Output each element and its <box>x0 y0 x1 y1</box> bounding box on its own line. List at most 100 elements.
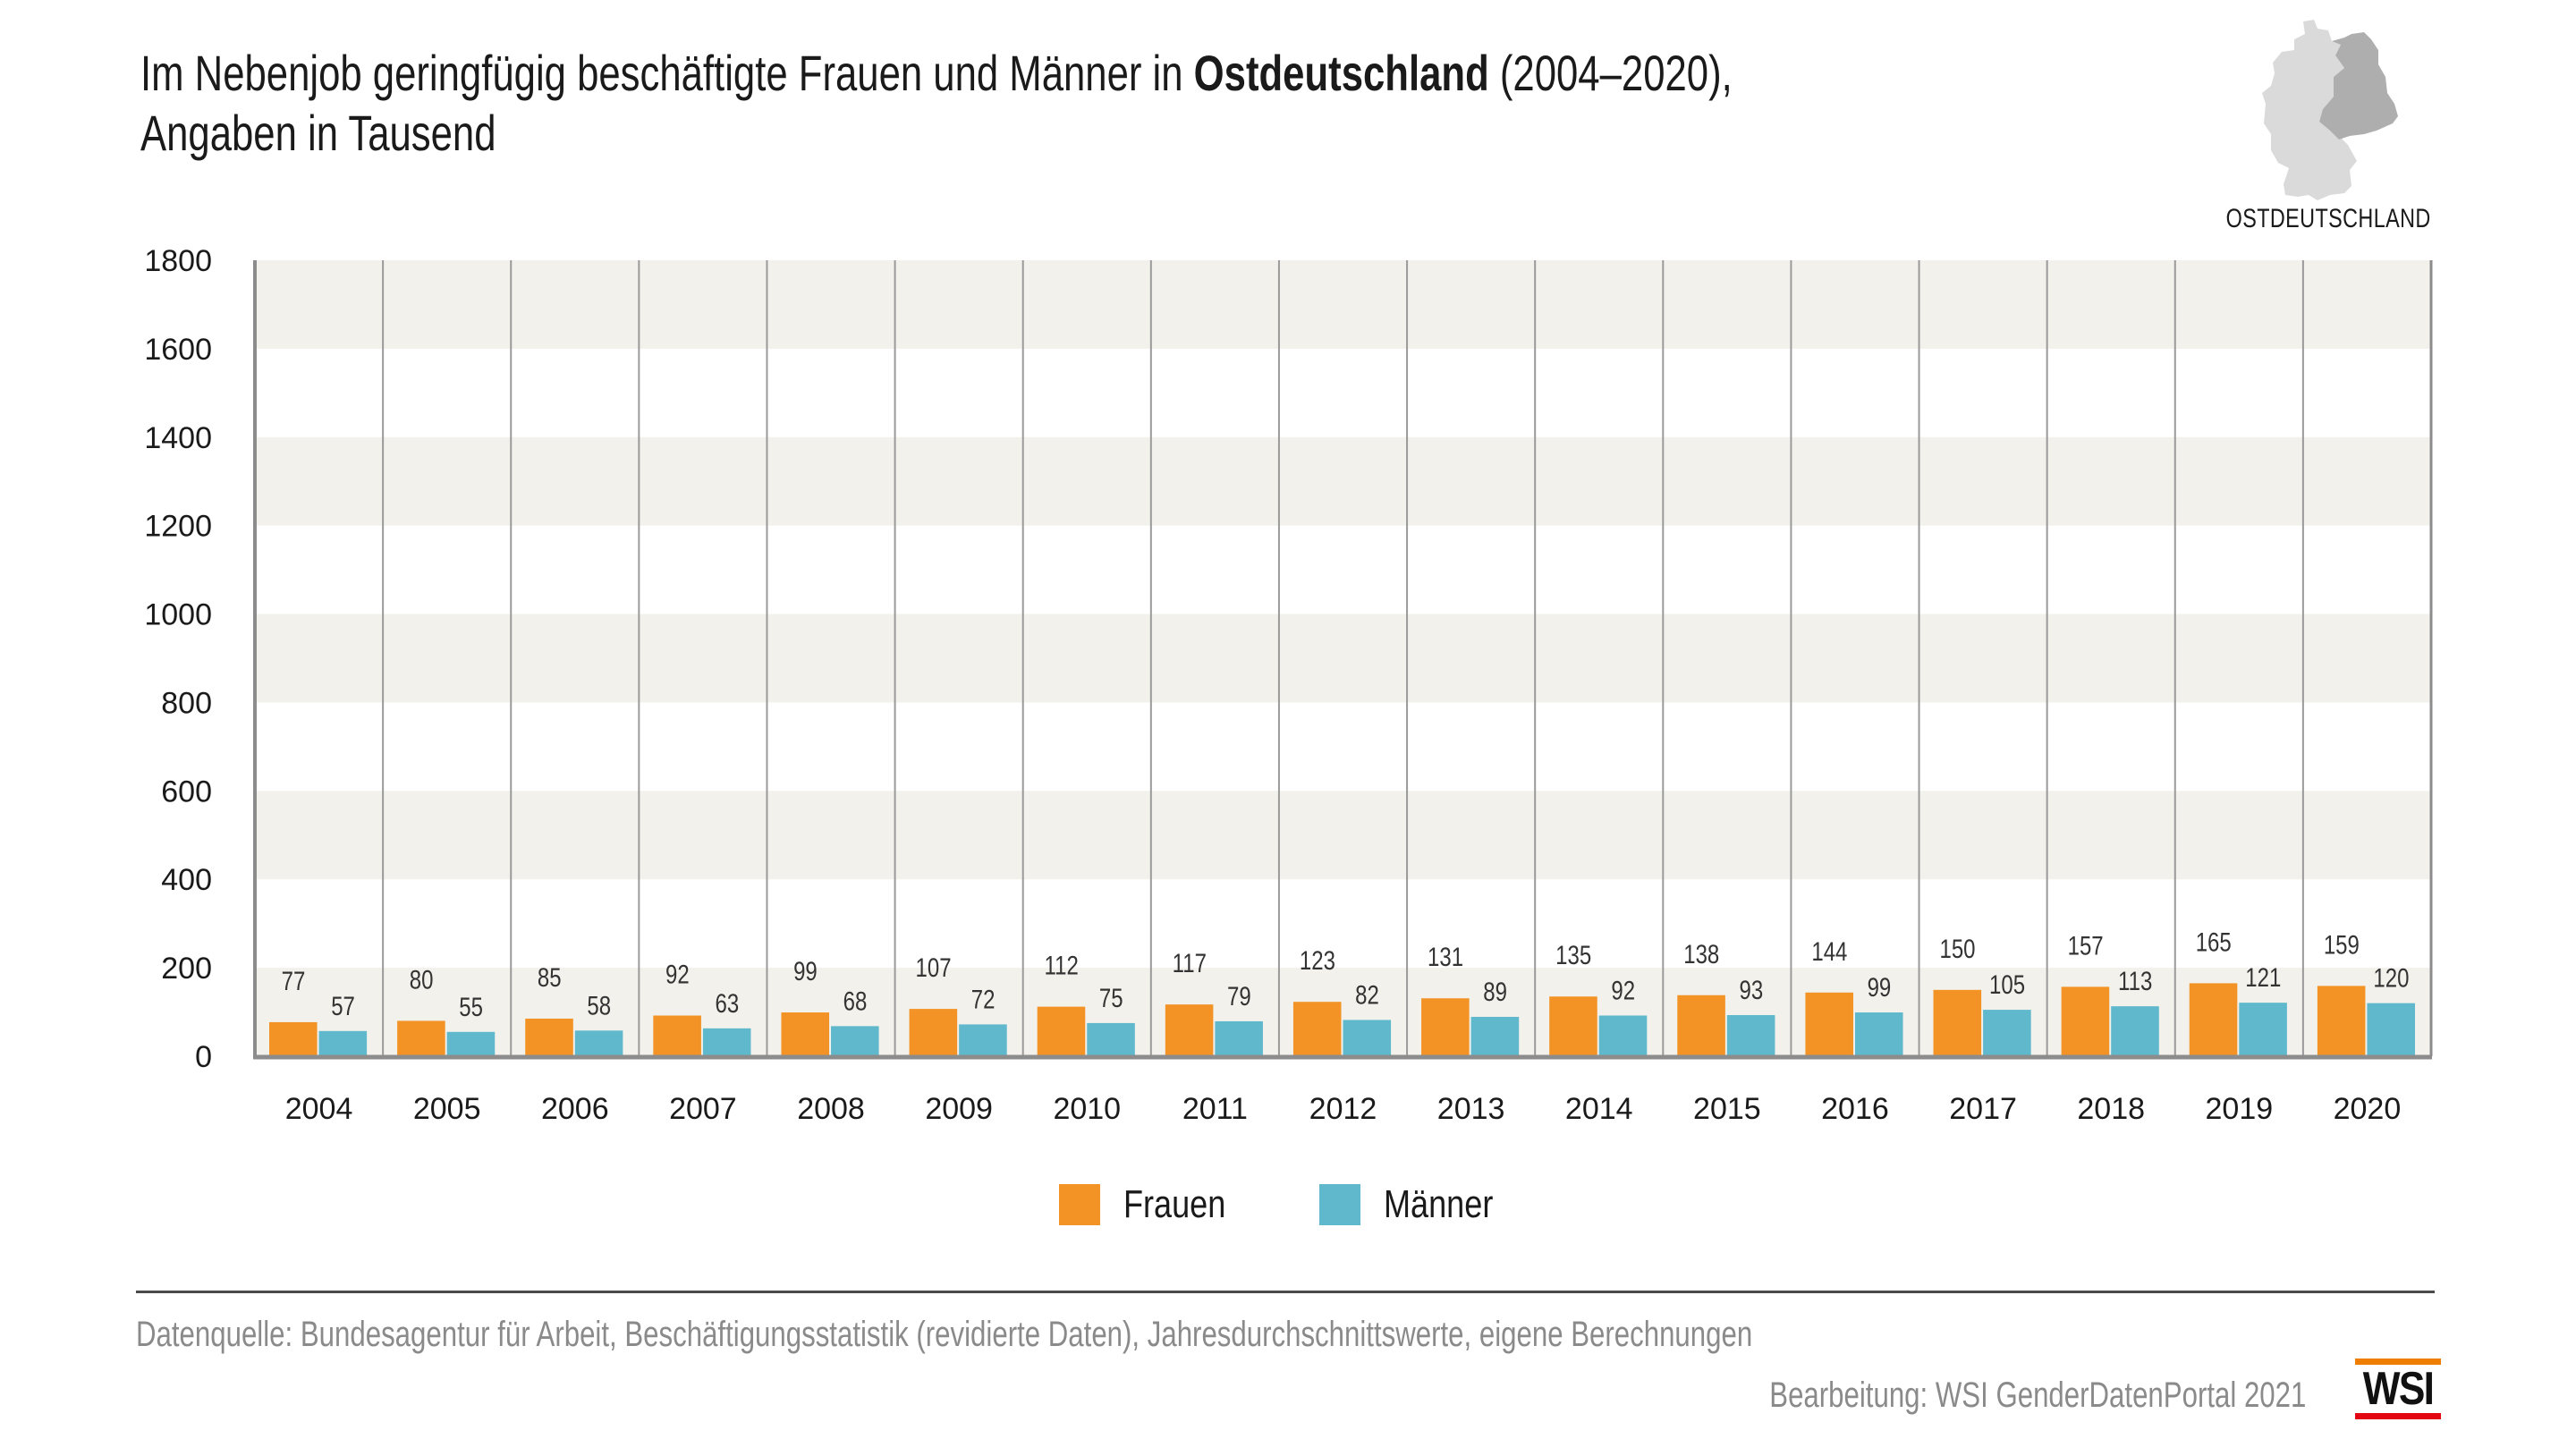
value-label-frauen: 117 <box>1173 948 1207 978</box>
value-label-frauen: 80 <box>410 964 434 995</box>
region-label: OSTDEUTSCHLAND <box>2225 204 2431 233</box>
bar-frauen <box>1677 995 1725 1056</box>
value-label-frauen: 112 <box>1045 950 1079 980</box>
legend-item-maenner: Männer <box>1319 1182 1517 1227</box>
value-label-frauen: 123 <box>1300 945 1335 976</box>
value-label-maenner: 58 <box>587 990 611 1020</box>
value-labels: 77 57 80 55 85 58 92 63 99 68 107 72 112 75 117 79 123 82… <box>282 927 2410 1022</box>
x-tick-label: 2010 <box>1053 1092 1121 1126</box>
legend-swatch-frauen <box>1058 1184 1100 1225</box>
map-east-germany <box>2319 32 2398 140</box>
legend-swatch-maenner <box>1319 1184 1361 1225</box>
value-label-maenner: 120 <box>2373 962 2409 993</box>
value-label-maenner: 72 <box>971 984 996 1014</box>
x-tick-label: 2015 <box>1693 1092 1761 1126</box>
bar-maenner <box>1343 1020 1392 1056</box>
value-label-maenner: 75 <box>1099 982 1123 1012</box>
bar-chart: 0 200 400 600 800 1000 1200 1400 1600 1800 77 57 80… <box>144 244 2433 1126</box>
y-tick-label: 200 <box>161 952 212 986</box>
y-tick-label: 1000 <box>144 598 212 632</box>
bar-frauen <box>1549 996 1597 1056</box>
bar-maenner <box>959 1024 1007 1056</box>
bar-maenner <box>2239 1003 2287 1056</box>
value-label-frauen: 92 <box>665 959 690 989</box>
x-tick-label: 2012 <box>1309 1092 1377 1126</box>
x-tick-label: 2018 <box>2077 1092 2145 1126</box>
bar-maenner <box>1854 1012 1903 1056</box>
credit-line: Bearbeitung: WSI GenderDatenPortal 2021 <box>1768 1376 2306 1415</box>
value-label-maenner: 113 <box>2118 966 2152 996</box>
logo-red-bar <box>2355 1413 2441 1419</box>
title-period: (2004–2020), <box>1488 45 1733 101</box>
x-tick-label: 2007 <box>669 1092 737 1126</box>
bar-frauen <box>1805 992 1853 1056</box>
x-tick-label: 2009 <box>925 1092 993 1126</box>
bar-maenner <box>702 1028 751 1056</box>
value-label-maenner: 92 <box>1611 975 1635 1005</box>
value-label-frauen: 138 <box>1683 938 1719 969</box>
y-tick-label: 600 <box>161 775 212 808</box>
y-tick-label: 1600 <box>144 333 212 367</box>
bar-frauen <box>1933 989 1982 1056</box>
value-label-maenner: 89 <box>1483 976 1507 1006</box>
value-label-frauen: 99 <box>793 955 818 986</box>
grid-bands <box>255 260 2431 1056</box>
bar-frauen <box>781 1012 830 1056</box>
chart-title: Im Nebenjob geringfügig beschäftigte Fra… <box>140 43 1733 163</box>
title-line-2: Angaben in Tausend <box>140 105 496 161</box>
grid-band <box>255 260 2431 349</box>
legend-item-frauen: Frauen <box>1058 1182 1248 1227</box>
value-label-frauen: 135 <box>1555 940 1591 970</box>
x-axis-labels: 2004 2005 2006 2007 2008 2009 2010 2011 2012 2013… <box>285 1092 2402 1126</box>
value-label-maenner: 105 <box>1989 969 2025 999</box>
bar-maenner <box>1598 1015 1648 1056</box>
x-tick-label: 2020 <box>2334 1092 2402 1126</box>
y-tick-label: 1200 <box>144 510 212 544</box>
bar-frauen <box>909 1009 958 1056</box>
bar-frauen <box>525 1018 573 1056</box>
y-tick-label: 1400 <box>144 421 212 455</box>
logo-text: WSI <box>2362 1363 2435 1415</box>
value-label-frauen: 131 <box>1428 942 1463 972</box>
x-tick-label: 2006 <box>541 1092 609 1126</box>
bar-maenner <box>1087 1022 1135 1056</box>
title-region: Ostdeutschland <box>1193 45 1489 101</box>
value-label-frauen: 107 <box>916 952 952 982</box>
grid-band <box>255 791 2431 880</box>
bar-frauen <box>1037 1006 1086 1056</box>
value-label-maenner: 82 <box>1355 979 1379 1010</box>
map-west-germany <box>2262 20 2357 200</box>
x-tick-label: 2008 <box>797 1092 865 1126</box>
bar-frauen <box>2061 986 2110 1056</box>
value-label-maenner: 93 <box>1739 974 1763 1004</box>
x-tick-label: 2004 <box>285 1092 353 1126</box>
bar-maenner <box>1215 1020 1263 1056</box>
germany-map-icon <box>2262 20 2398 200</box>
value-label-frauen: 85 <box>538 961 562 992</box>
x-tick-label: 2014 <box>1565 1092 1633 1126</box>
value-label-frauen: 144 <box>1811 935 1847 966</box>
legend-label-frauen: Frauen <box>1123 1182 1226 1226</box>
value-label-frauen: 159 <box>2324 929 2360 960</box>
axes <box>253 260 2433 1060</box>
bar-frauen <box>2189 983 2238 1056</box>
bar-frauen <box>269 1021 318 1056</box>
legend: Frauen Männer <box>0 1182 2576 1227</box>
x-tick-label: 2017 <box>1949 1092 2017 1126</box>
value-label-maenner: 79 <box>1227 980 1251 1011</box>
title-line-1: Im Nebenjob geringfügig beschäftigte Fra… <box>140 43 1733 103</box>
value-label-maenner: 68 <box>843 986 868 1016</box>
bar-maenner <box>2367 1003 2415 1056</box>
bar-frauen <box>397 1020 445 1056</box>
y-tick-label: 800 <box>161 686 212 720</box>
value-label-maenner: 57 <box>331 990 355 1020</box>
value-label-maenner: 121 <box>2245 962 2281 993</box>
wsi-logo: WSI <box>2355 1359 2441 1419</box>
bar-maenner <box>318 1030 368 1056</box>
bar-frauen <box>2317 986 2366 1056</box>
bar-frauen <box>1421 998 1470 1056</box>
x-tick-label: 2016 <box>1821 1092 1889 1126</box>
value-label-frauen: 150 <box>1939 933 1975 963</box>
bar-maenner <box>831 1026 879 1056</box>
year-dividers <box>382 260 2304 1056</box>
